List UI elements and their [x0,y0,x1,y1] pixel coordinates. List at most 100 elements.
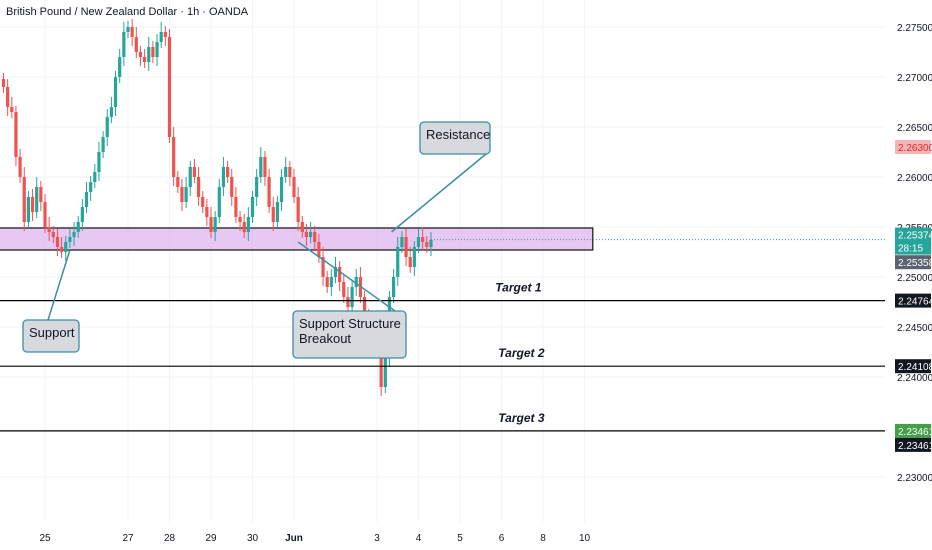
candle-body [238,217,242,222]
candle-body [275,202,279,222]
candle-body [408,257,412,267]
candle-body [176,177,180,187]
candle-body [412,247,416,267]
candle-body [76,222,80,232]
entry-price-badge-bg [895,255,931,270]
candle-body [147,47,151,62]
target-label-1: Target 1 [495,281,542,295]
candle-body [205,207,209,217]
x-tick-label: 3 [374,533,380,544]
candle-body [317,242,321,257]
y-tick-label: 2.27000 [897,73,932,84]
candle-body [113,77,118,107]
countdown-badge: 28:15 [895,240,931,255]
candle-body [192,167,196,177]
candle-body [97,152,101,172]
x-tick-label: 29 [205,533,217,544]
candle-body [64,242,68,252]
x-tick-label: 10 [579,533,591,544]
y-tick-label: 2.24000 [897,373,932,384]
candle-body [292,177,296,197]
candle-body [126,27,130,32]
candle-body [271,207,275,222]
price-axis[interactable]: 2.275002.270002.265002.260002.255002.250… [895,23,932,484]
stop-price-badge: 2.26300 [895,140,932,154]
stop-price-badge-text: 2.26300 [898,143,932,154]
candle-body [105,117,109,137]
support-callout-text: Support [29,325,75,340]
candle-body [109,107,113,117]
target3-green-badge-bg [895,423,931,438]
candle-body [234,197,238,217]
stop-price-badge-bg [895,140,931,154]
y-tick-label: 2.25000 [897,273,932,284]
candle-body [6,87,10,107]
target3-price-badge-text: 2.23461 [898,441,932,452]
x-tick-label: 5 [457,533,463,544]
candle-body [263,157,267,177]
candle-body [333,267,338,277]
target3-price-badge: 2.23461 [895,437,932,452]
candle-body [350,287,354,307]
candle-body [22,177,26,222]
target-label-2: Target 2 [498,346,545,360]
candle-body [43,202,47,227]
candle-body [93,172,97,182]
candle-body [392,277,396,297]
chart-title: British Pound / New Zealand Dollar · 1h … [6,6,249,18]
candle-body [55,237,60,247]
countdown-badge-text: 28:15 [898,244,923,255]
candle-body [180,187,184,202]
candle-body [304,232,309,237]
countdown-badge-bg [895,240,931,255]
candle-body [425,242,429,247]
candle-body [201,197,205,207]
x-tick-label: 6 [499,533,505,544]
candle-body [313,232,317,242]
candle-body [404,237,408,257]
candle-body [89,182,93,192]
candle-body [155,42,159,57]
breakout-callout-box [292,310,407,359]
candle-body [122,32,126,57]
target-label-3: Target 3 [498,411,545,425]
candle-body [267,177,271,207]
candle-body [151,47,155,57]
candle-body [416,237,421,247]
candle-body [72,232,76,237]
target2-price-badge: 2.24108 [895,359,932,374]
candle-body [184,187,188,202]
target3-price-badge-bg [895,437,931,452]
candle-body [230,177,234,197]
chart-zones [0,227,594,251]
time-axis[interactable]: 25 27 28 29 30 Jun 3 4 5 6 8 10 [39,533,590,544]
candle-body [68,237,72,242]
last-price-badge: 2.25374 [895,227,932,242]
candle-body [209,217,213,232]
candle-body [167,37,172,137]
candle-body [172,137,176,177]
candle-body [259,157,263,177]
resistance-callout-pointer [391,153,487,233]
x-tick-label: Jun [285,533,303,544]
candle-body [30,197,35,212]
target2-price-badge-text: 2.24108 [898,362,932,373]
candle-body [429,240,433,247]
candle-body [60,247,64,252]
candle-body [246,217,250,232]
y-tick-label: 2.26000 [897,173,932,184]
candle-body [118,57,122,77]
candle-body [80,207,84,222]
candle-body [300,222,304,232]
y-tick-label: 2.26500 [897,123,932,134]
candle-body [51,232,55,237]
support-resistance-zone [0,227,594,251]
chart-grid [0,0,885,522]
candle-body [421,237,425,242]
candle-body [196,177,201,197]
candle-body [159,32,163,42]
candle-body [400,237,404,247]
x-tick-label: 4 [416,533,422,544]
